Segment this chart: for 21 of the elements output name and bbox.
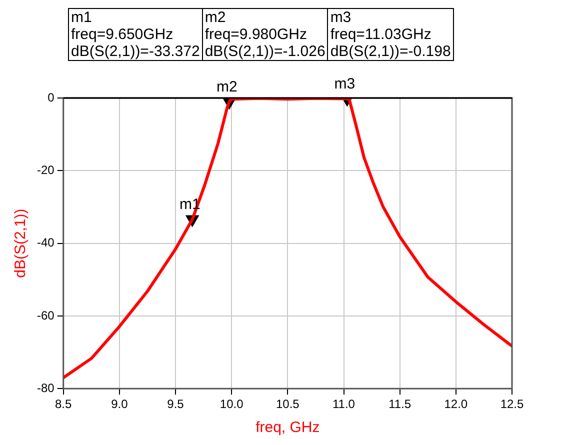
- y-tick-label: -60: [37, 308, 55, 322]
- x-tick-label: 9.5: [167, 397, 184, 412]
- y-axis-title: dB(S(2,1)): [12, 208, 30, 278]
- y-tick-label: -80: [37, 380, 55, 395]
- text: m1 freq=9.650GHz dB(S(2,1))=-33.372: [68, 8, 203, 61]
- x-tick-label: 10.5: [276, 397, 300, 412]
- x-tick-label: 10.0: [220, 397, 244, 412]
- text: m3 freq=11.03GHz dB(S(2,1))=-0.198: [327, 8, 454, 61]
- x-tick-label: 9.0: [111, 397, 128, 412]
- y-tick-label: -40: [37, 236, 55, 250]
- x-tick-label: 12.0: [444, 397, 468, 412]
- x-tick-label: 11.5: [388, 397, 412, 412]
- x-axis-title: freq, GHz: [256, 419, 320, 436]
- text: m2 freq=9.980GHz dB(S(2,1))=-1.026: [202, 8, 328, 61]
- x-tick-label: 12.5: [500, 397, 524, 412]
- annotation: m2: [216, 78, 238, 96]
- annotation: m3: [334, 75, 356, 92]
- y-tick-label: -20: [37, 162, 55, 177]
- x-tick-label: 11.0: [332, 397, 356, 412]
- x-tick-label: 8.5: [55, 397, 72, 412]
- y-tick-label: 0: [48, 90, 55, 104]
